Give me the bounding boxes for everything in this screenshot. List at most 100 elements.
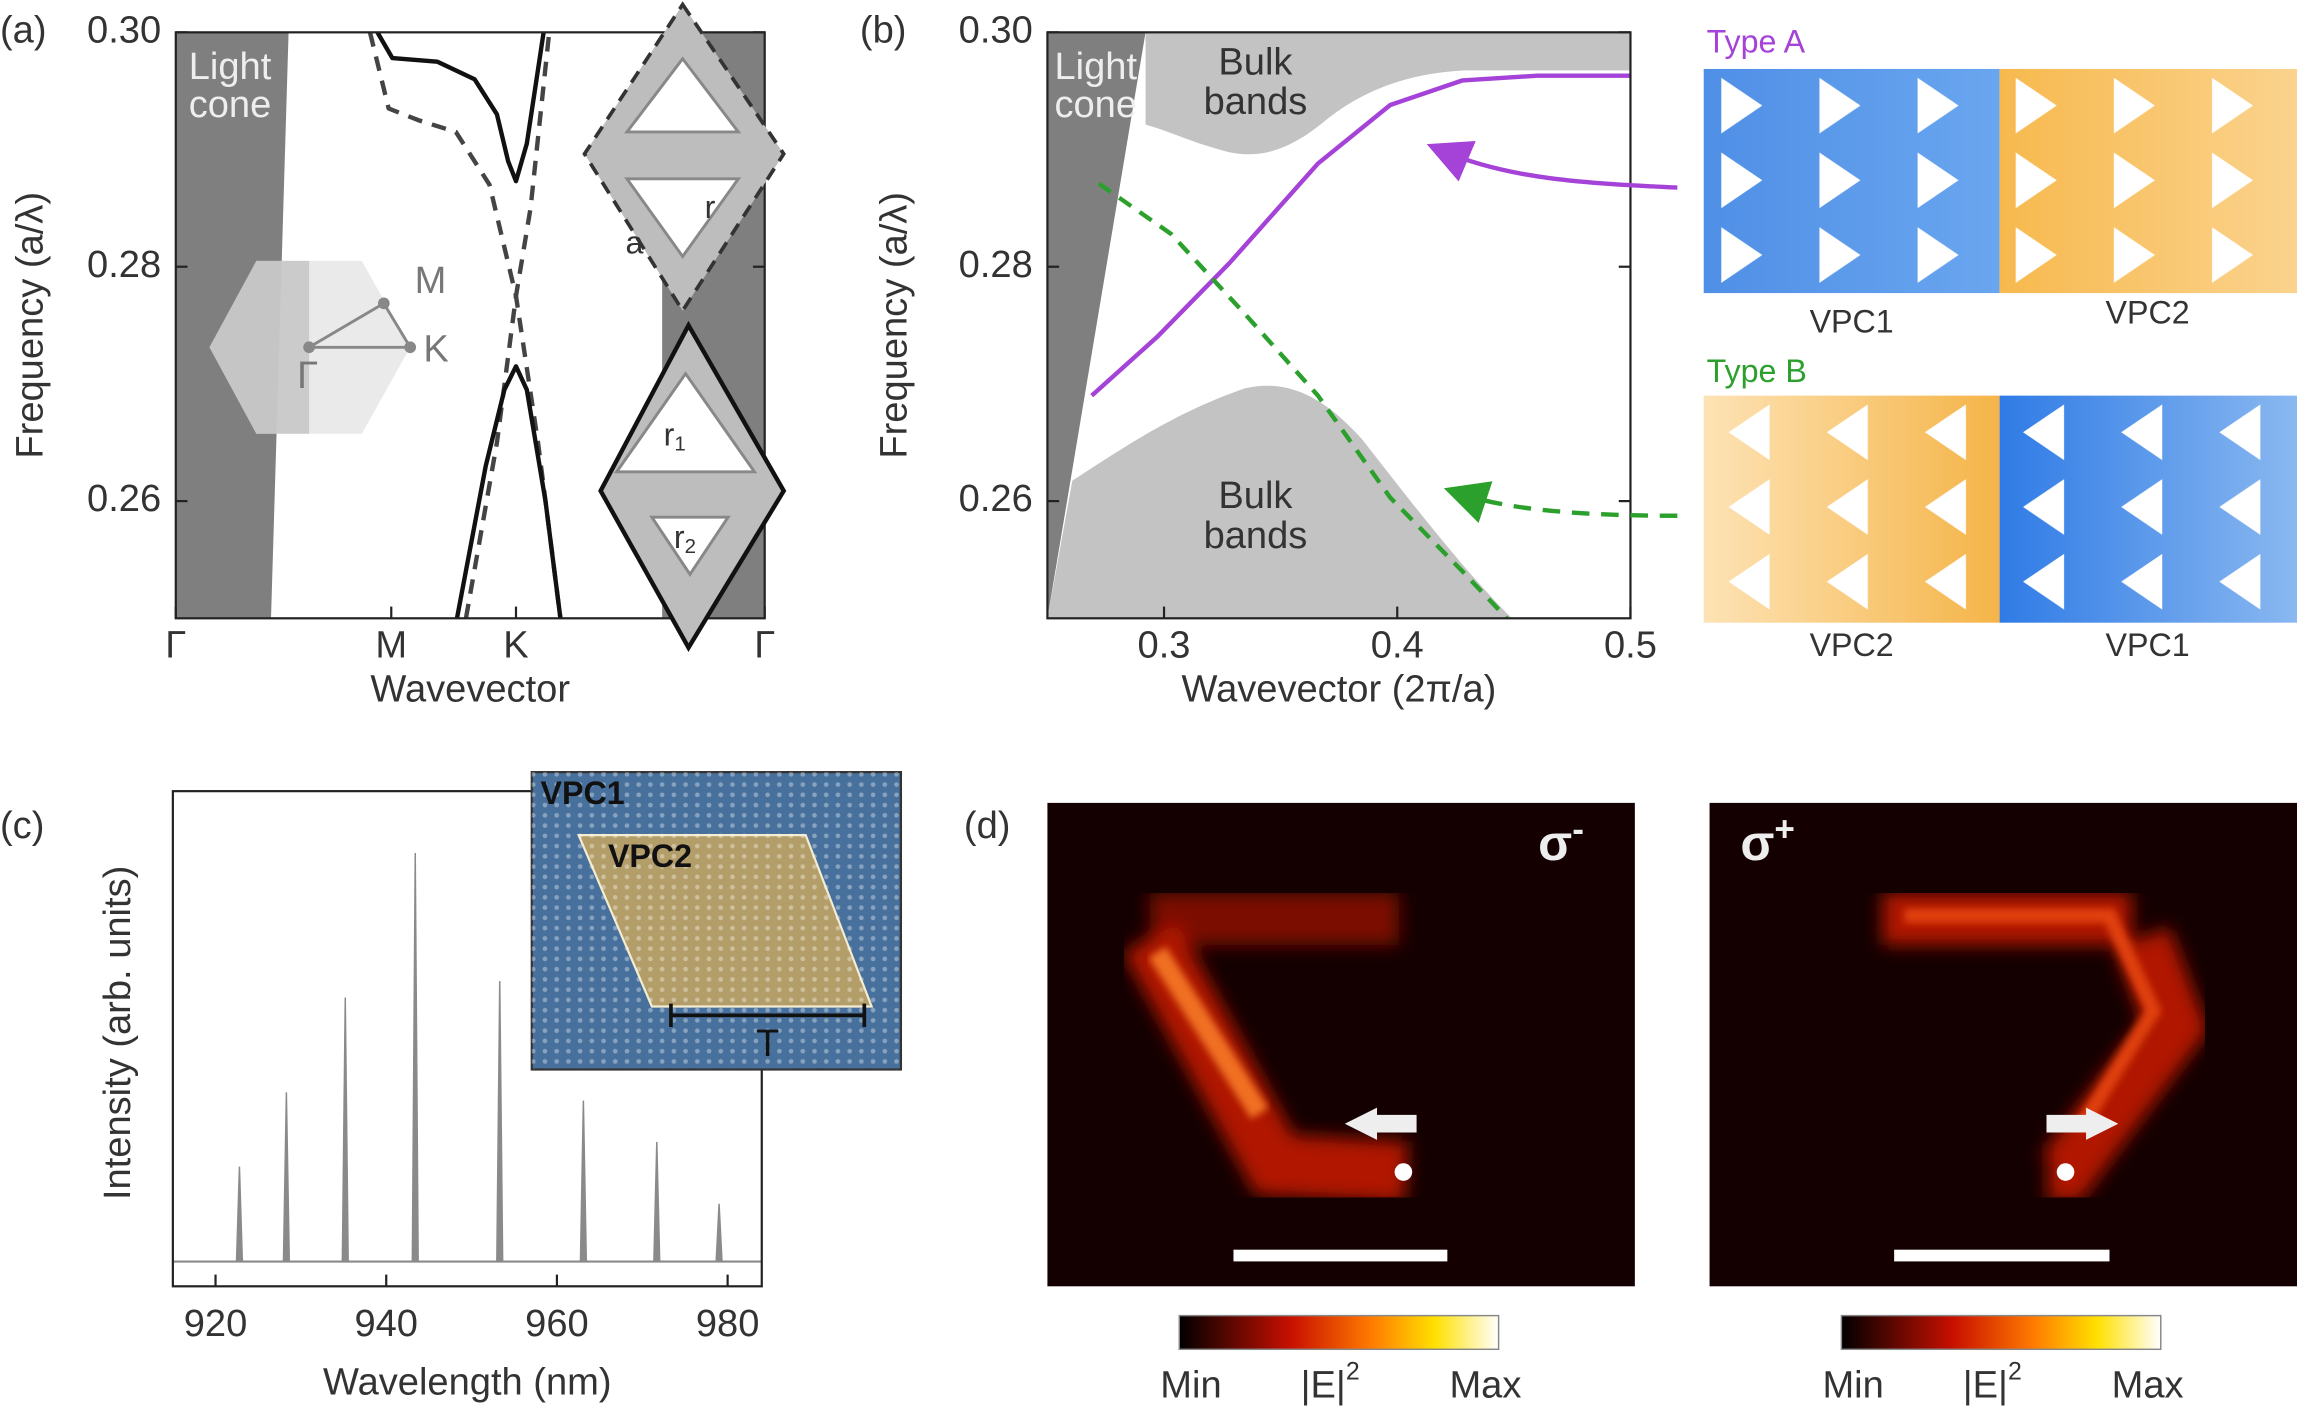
source: [1394, 1163, 1413, 1181]
cell-label: r2: [674, 519, 696, 559]
hole: [649, 515, 731, 577]
legend-label: Type B: [1707, 353, 1807, 389]
y-tick-label: 0.26: [87, 478, 161, 520]
source: [2056, 1163, 2075, 1181]
annotation: Light: [189, 46, 272, 88]
series-line: [367, 32, 563, 619]
vpc-label: VPC1: [2105, 627, 2189, 663]
series-line: [375, 32, 546, 184]
bz-point: [377, 297, 390, 310]
peak: [579, 1100, 588, 1263]
scale-bar: [1233, 1249, 1448, 1262]
vpc-label: VPC2: [1810, 627, 1894, 663]
series-group: [367, 32, 563, 619]
bz-path: [303, 301, 413, 349]
colorbar-label: Max: [2112, 1364, 2184, 1406]
x-axis-label: Wavevector (2π/a): [1182, 669, 1497, 711]
field-band: [1148, 946, 1269, 1119]
polarization-label: σ+: [1740, 810, 1795, 871]
annotation: Bulk: [1218, 475, 1293, 517]
series-line: [463, 32, 552, 619]
cell-label: r1: [664, 416, 686, 456]
annotation: bands: [1204, 515, 1308, 557]
cell-label: r: [705, 189, 716, 225]
x-axis-label: Wavelength (nm): [323, 1362, 612, 1404]
colorbar-label: Min: [1822, 1364, 1883, 1406]
length-bar: [669, 1003, 867, 1028]
x-tick-label: 0.4: [1371, 625, 1424, 667]
annotation: Bulk: [1218, 42, 1293, 84]
unit-cell: [598, 320, 787, 652]
colorbar-label: Min: [1160, 1364, 1221, 1406]
brillouin-zone: [209, 260, 310, 434]
bz-point: [404, 341, 417, 354]
peak: [411, 853, 419, 1263]
cell-label-sub: 2: [685, 535, 696, 558]
polarization-symbol: σ: [1740, 815, 1774, 871]
x-tick-label: 0.5: [1604, 625, 1657, 667]
cell-label: a: [626, 224, 644, 260]
cell-label: r: [674, 519, 685, 555]
lattice-holes: [1703, 68, 2297, 294]
colorbar-label: |E|2: [1301, 1357, 1360, 1406]
peak: [282, 1092, 291, 1263]
bulk-band: [1047, 385, 1512, 619]
x-tick-label: Γ: [165, 625, 186, 667]
field-band: [1904, 908, 2162, 1132]
hole: [613, 371, 758, 474]
inset-label: VPC2: [608, 838, 692, 874]
data-layer: (a) 0.26 0.28 0.30 Γ M K Γ Wavevector Frequency (…: [0, 9, 1807, 1403]
panel-label: (a): [0, 9, 47, 51]
vpc-label: VPC1: [1810, 303, 1894, 339]
cell-label: r: [664, 416, 675, 452]
plot-frame: [1046, 31, 1632, 620]
legend-label: Type A: [1707, 24, 1806, 60]
y-tick-label: 0.30: [959, 9, 1033, 51]
x-tick-label: 920: [184, 1303, 248, 1345]
colorbar-quantity: |E|: [1301, 1364, 1346, 1406]
field-band: [2042, 927, 2209, 1202]
series-group: [1090, 73, 1631, 619]
colorbar-sup: 2: [2008, 1357, 2022, 1385]
annotation: cone: [1054, 84, 1137, 126]
bz-point: [303, 341, 315, 354]
colorbar: [1840, 1314, 2162, 1351]
x-tick-label: M: [375, 625, 407, 667]
field-map: [1709, 802, 2297, 1287]
arrow: [1426, 140, 1678, 190]
colorbar-quantity: |E|: [1963, 1364, 2008, 1406]
bulk-band: [1145, 32, 1631, 155]
panel-label: (d): [964, 805, 1011, 847]
panel-label: (b): [860, 9, 907, 51]
x-tick-label: K: [503, 625, 528, 667]
peak: [653, 1141, 661, 1263]
series-line: [454, 364, 563, 619]
y-axis-label: Intensity (arb. units): [97, 866, 139, 1200]
cell-label-sub: 1: [674, 433, 685, 456]
x-axis-label: Wavevector: [370, 669, 570, 711]
scale-bar: [1894, 1249, 2110, 1262]
hole: [624, 56, 742, 134]
annotation: cone: [189, 84, 272, 126]
x-tick-label: Γ: [754, 625, 775, 667]
light-cone: [1047, 32, 1146, 619]
hole: [624, 177, 742, 259]
y-tick-label: 0.30: [87, 9, 161, 51]
series-line: [1090, 73, 1631, 398]
y-tick-label: 0.28: [959, 244, 1033, 286]
peak: [496, 980, 504, 1263]
polarization-label: σ-: [1538, 810, 1584, 871]
unit-cell: [582, 1, 786, 315]
peak: [341, 997, 349, 1263]
colorbar-label: Max: [1449, 1364, 1521, 1406]
vpc-label: VPC2: [2105, 295, 2189, 331]
panel-label: (c): [0, 805, 44, 847]
y-tick-label: 0.28: [87, 244, 161, 286]
peak: [715, 1203, 723, 1263]
y-axis-label: Frequency (a/λ): [9, 192, 51, 459]
y-tick-label: 0.26: [959, 478, 1033, 520]
inset-label: VPC1: [541, 775, 625, 811]
bz-label: K: [423, 329, 448, 371]
x-tick-label: 980: [696, 1303, 760, 1345]
